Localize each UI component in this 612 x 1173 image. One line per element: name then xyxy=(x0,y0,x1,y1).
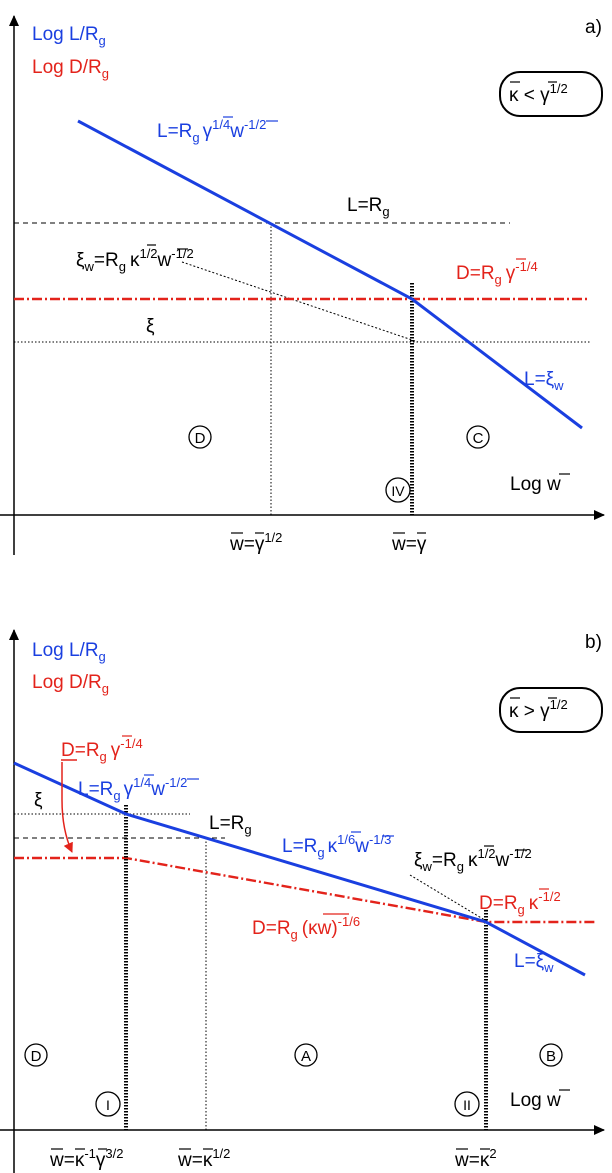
region-c-label: C xyxy=(473,430,484,447)
region-d-circle xyxy=(24,1043,48,1067)
arrow-d xyxy=(61,762,73,853)
panel-tag: a) xyxy=(585,17,602,38)
region-b-circle xyxy=(539,1043,563,1067)
label-l-rg: L=Rg xyxy=(347,195,390,219)
label-xi: ξ xyxy=(146,316,155,337)
region-ii-circle xyxy=(454,1091,480,1117)
label-d2: D=Rg κ-1/2 xyxy=(479,889,561,917)
x-label: Log w xyxy=(510,474,561,495)
region-d-label: D xyxy=(195,430,206,447)
label-xiw: ξw=Rg κ1/2w-1/2 xyxy=(76,246,194,274)
label-l-xi: L=ξw xyxy=(514,951,554,975)
y-label-l: Log L/Rg xyxy=(32,640,106,664)
tick-label-1: w=κ-1γ3/2 xyxy=(49,1146,123,1171)
region-d-label: D xyxy=(31,1048,42,1065)
label-l2: L=Rg κ1/6w-1/3 xyxy=(282,832,391,860)
region-a-circle xyxy=(294,1043,318,1067)
label-l-rg: L=Rg xyxy=(209,813,252,837)
tick-label-2: w=γ xyxy=(391,534,427,555)
condition-label: κ < γ1/2 xyxy=(509,81,568,106)
region-iv-label: IV xyxy=(391,483,405,499)
label-xiw: ξw=Rg κ1/2w-1/2 xyxy=(414,846,532,874)
y-label-d: Log D/Rg xyxy=(32,672,109,696)
label-l-xi: L=ξw xyxy=(524,369,564,393)
panel-a: Log L/Rg Log D/Rg a) κ < γ1/2 L=Rg γ1/4w-… xyxy=(0,15,605,555)
label-xi: ξ xyxy=(34,790,43,811)
tick-label-2: w=κ1/2 xyxy=(177,1146,230,1171)
line-d xyxy=(14,856,595,924)
label-l1: L=Rg γ1/4w-1/2 xyxy=(78,775,187,803)
region-d-circle xyxy=(188,425,212,449)
line-l xyxy=(77,119,583,430)
condition-box xyxy=(499,71,603,117)
region-b-label: B xyxy=(546,1048,556,1065)
label-d-gamma: D=Rg γ-1/4 xyxy=(61,736,143,764)
region-c-circle xyxy=(466,425,490,449)
label-d3: D=Rg (κw)-1/6 xyxy=(252,914,360,942)
region-ii-label: II xyxy=(463,1097,471,1113)
region-a-label: A xyxy=(301,1048,311,1065)
tick-label-3: w=κ2 xyxy=(454,1146,497,1171)
y-label-d: Log D/Rg xyxy=(32,57,109,81)
condition-box xyxy=(499,687,603,733)
region-iv-circle xyxy=(385,477,411,503)
x-label: Log w xyxy=(510,1090,561,1111)
panel-tag: b) xyxy=(585,632,602,653)
panel-b: Log L/Rg Log D/Rg b) κ > γ1/2 D=Rg γ-1/4 … xyxy=(0,629,605,1173)
y-label-l: Log L/Rg xyxy=(32,24,106,48)
region-i-circle xyxy=(95,1091,121,1117)
line-xiw xyxy=(409,874,489,923)
line-xiw xyxy=(181,261,419,343)
region-i-label: I xyxy=(106,1097,110,1113)
line-l xyxy=(13,761,586,977)
tick-label-1: w=γ1/2 xyxy=(229,530,282,555)
label-d: D=Rg γ-1/4 xyxy=(456,259,538,287)
label-l: L=Rg γ1/4w-1/2 xyxy=(157,117,266,145)
condition-label: κ > γ1/2 xyxy=(509,697,568,722)
